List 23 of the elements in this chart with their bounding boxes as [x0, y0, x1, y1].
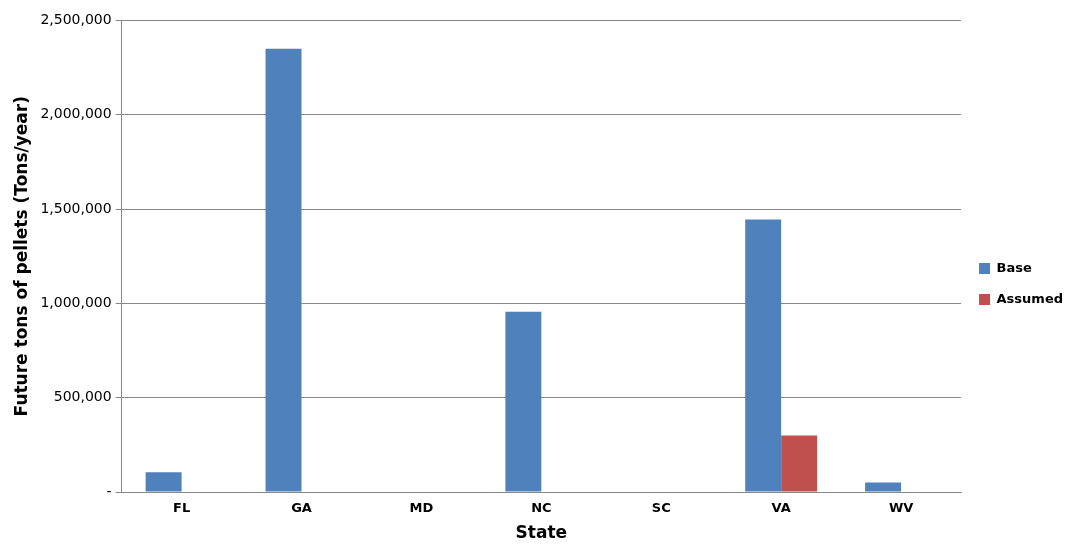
y-tick-label: 1,000,000	[40, 294, 112, 310]
bar	[505, 311, 542, 492]
y-tick-label: 2,500,000	[40, 11, 112, 28]
y-tick-label: 500,000	[53, 388, 112, 405]
legend-label: Assumed	[996, 290, 1064, 306]
bar	[865, 482, 902, 492]
x-tick-label: SC	[651, 500, 671, 516]
x-tick-label: FL	[173, 500, 191, 516]
legend-label: Base	[996, 259, 1032, 275]
y-axis-title: Future tons of pellets (Tons/year)	[10, 96, 31, 417]
x-tick-label: MD	[409, 500, 434, 516]
bar	[145, 472, 182, 492]
y-tick-label: -	[106, 482, 112, 499]
y-tick-label: 1,500,000	[40, 199, 112, 216]
y-tick-label: 2,000,000	[40, 105, 112, 122]
bar	[265, 48, 302, 492]
x-tick-label: GA	[291, 500, 312, 516]
bar	[745, 219, 782, 492]
x-tick-label: NC	[531, 500, 552, 516]
x-tick-label: VA	[771, 500, 791, 516]
x-axis-title: State	[515, 522, 568, 543]
bar	[781, 435, 818, 492]
x-tick-label: WV	[888, 500, 914, 516]
